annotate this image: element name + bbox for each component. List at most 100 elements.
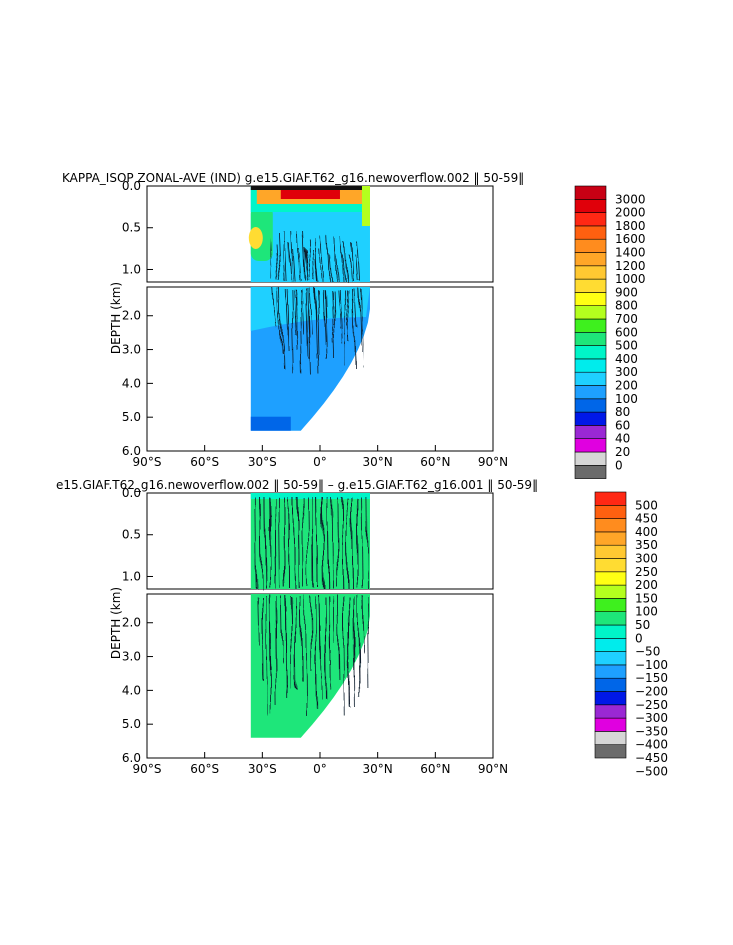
colorbar-swatch <box>574 425 607 439</box>
colorbar-label: 20 <box>615 445 630 459</box>
colorbar-label: 80 <box>615 405 630 419</box>
field-contour-streak <box>292 248 296 282</box>
colorbar-swatch <box>574 199 607 213</box>
field-contour-streak <box>345 288 349 328</box>
colorbar-swatch <box>594 571 627 586</box>
field-contour-streak <box>350 496 353 589</box>
colorbar-swatch <box>594 611 627 626</box>
colorbar-swatch <box>574 318 607 333</box>
colorbar-label: 450 <box>635 512 658 526</box>
field-contour-streak <box>358 288 362 352</box>
colorbar-label: 300 <box>615 365 638 379</box>
colorbar-swatch <box>594 491 627 506</box>
colorbar-swatch <box>574 278 607 293</box>
colorbar-swatch <box>574 438 607 453</box>
field-contour-streak <box>323 595 326 699</box>
field-contour-streak <box>284 288 288 336</box>
colorbar-label: 250 <box>635 565 658 579</box>
field-contour-streak <box>360 496 363 589</box>
chart-2-x-ticks: 90°S 60°S 30°S 0° 30°N 60°N 90°N <box>133 752 508 776</box>
field-contour-streak <box>314 595 317 708</box>
colorbar-swatch <box>574 331 607 346</box>
chart-1: KAPPA_ISOP ZONAL-AVE (IND) g.e15.GIAF.T6… <box>62 171 646 479</box>
colorbar-label: 700 <box>615 312 638 326</box>
field-bottom-blue <box>250 416 291 431</box>
chart-2-title: e15.GIAF.T62_g16.newoverflow.002 ‖ 50-59… <box>56 478 538 492</box>
field-surface-red <box>280 189 340 199</box>
field-contour-streak <box>310 288 314 336</box>
field-contour-streak <box>254 496 257 589</box>
field-contour-streak <box>357 595 360 663</box>
y-tick-label: 6.0 <box>122 444 141 458</box>
field-contour-streak <box>290 595 292 654</box>
colorbar-swatch <box>574 345 607 360</box>
colorbar-swatch <box>594 637 627 652</box>
field-contour-streak <box>280 595 283 663</box>
chart-2-y-axis-label: DEPTH (km) <box>109 587 123 659</box>
y-tick-label: 2.0 <box>122 309 141 323</box>
field-contour-streak <box>288 242 292 282</box>
field-contour-streak <box>285 595 288 699</box>
colorbar-swatch <box>594 744 627 759</box>
field-contour-streak <box>259 496 261 589</box>
colorbar-label: 1800 <box>615 219 646 233</box>
colorbar-label: 100 <box>635 605 658 619</box>
field-contour-streak <box>326 496 329 589</box>
colorbar-label: 100 <box>615 392 638 406</box>
field-contour-streak <box>308 288 312 376</box>
colorbar-label: 40 <box>615 432 630 446</box>
x-tick-label: 90°S <box>133 455 162 469</box>
colorbar-swatch <box>594 558 627 573</box>
field-east-edge <box>361 186 370 226</box>
field-contour-streak <box>277 230 280 282</box>
colorbar-label: 300 <box>635 552 658 566</box>
colorbar-label: 150 <box>635 591 658 605</box>
field-contour-streak <box>336 496 339 589</box>
field-contour-streak <box>299 288 303 376</box>
chart-1-title: KAPPA_ISOP ZONAL-AVE (IND) g.e15.GIAF.T6… <box>62 171 524 185</box>
field-contour-streak <box>330 288 334 344</box>
colorbar-swatch <box>594 531 627 546</box>
y-tick-label: 6.0 <box>122 751 141 765</box>
field-contour-streak <box>302 496 305 589</box>
colorbar-swatch <box>574 398 607 413</box>
field-contour-streak <box>294 595 297 690</box>
colorbar-label: 3000 <box>615 192 646 206</box>
colorbar-label: −100 <box>635 658 668 672</box>
field-contour-streak <box>329 254 333 282</box>
field-contour-streak <box>263 496 266 589</box>
colorbar-label: 200 <box>635 578 658 592</box>
field-contour-streak <box>342 254 346 282</box>
field-body-lower <box>250 594 370 738</box>
field-contour-streak <box>349 254 352 282</box>
colorbar-swatch <box>574 385 607 400</box>
chart-2-lower-y-ticks: 2.0 3.0 4.0 5.0 6.0 <box>122 616 153 765</box>
field-contour-streak <box>307 496 310 589</box>
x-tick-label: 90°N <box>478 455 508 469</box>
colorbar-swatch <box>594 504 627 519</box>
field-contour-streak <box>352 595 355 708</box>
field-contour-streak <box>290 230 294 282</box>
chart-1-field <box>248 186 370 431</box>
field-contour-streak <box>314 236 317 282</box>
field-contour-streak <box>298 248 302 282</box>
field-contour-streak <box>352 288 355 368</box>
colorbar-swatch <box>594 624 627 639</box>
field-contour-streak <box>292 496 295 589</box>
field-contour-streak <box>273 288 277 328</box>
field-contour-streak <box>286 288 290 352</box>
field-contour-streak <box>303 230 307 282</box>
field-contour-streak <box>333 236 337 282</box>
y-tick-label: 1.0 <box>122 569 141 583</box>
field-contour-streak <box>296 230 300 282</box>
x-tick-label: 30°S <box>248 455 277 469</box>
field-contour-streak <box>261 595 263 645</box>
x-tick-label: 0° <box>313 762 327 776</box>
colorbar-label: 50 <box>635 618 650 632</box>
field-contour-streak <box>273 496 276 589</box>
colorbar-label: 1000 <box>615 272 646 286</box>
field-contour-streak <box>355 496 358 589</box>
colorbar-label: 600 <box>615 325 638 339</box>
y-tick-label: 0.5 <box>122 221 141 235</box>
